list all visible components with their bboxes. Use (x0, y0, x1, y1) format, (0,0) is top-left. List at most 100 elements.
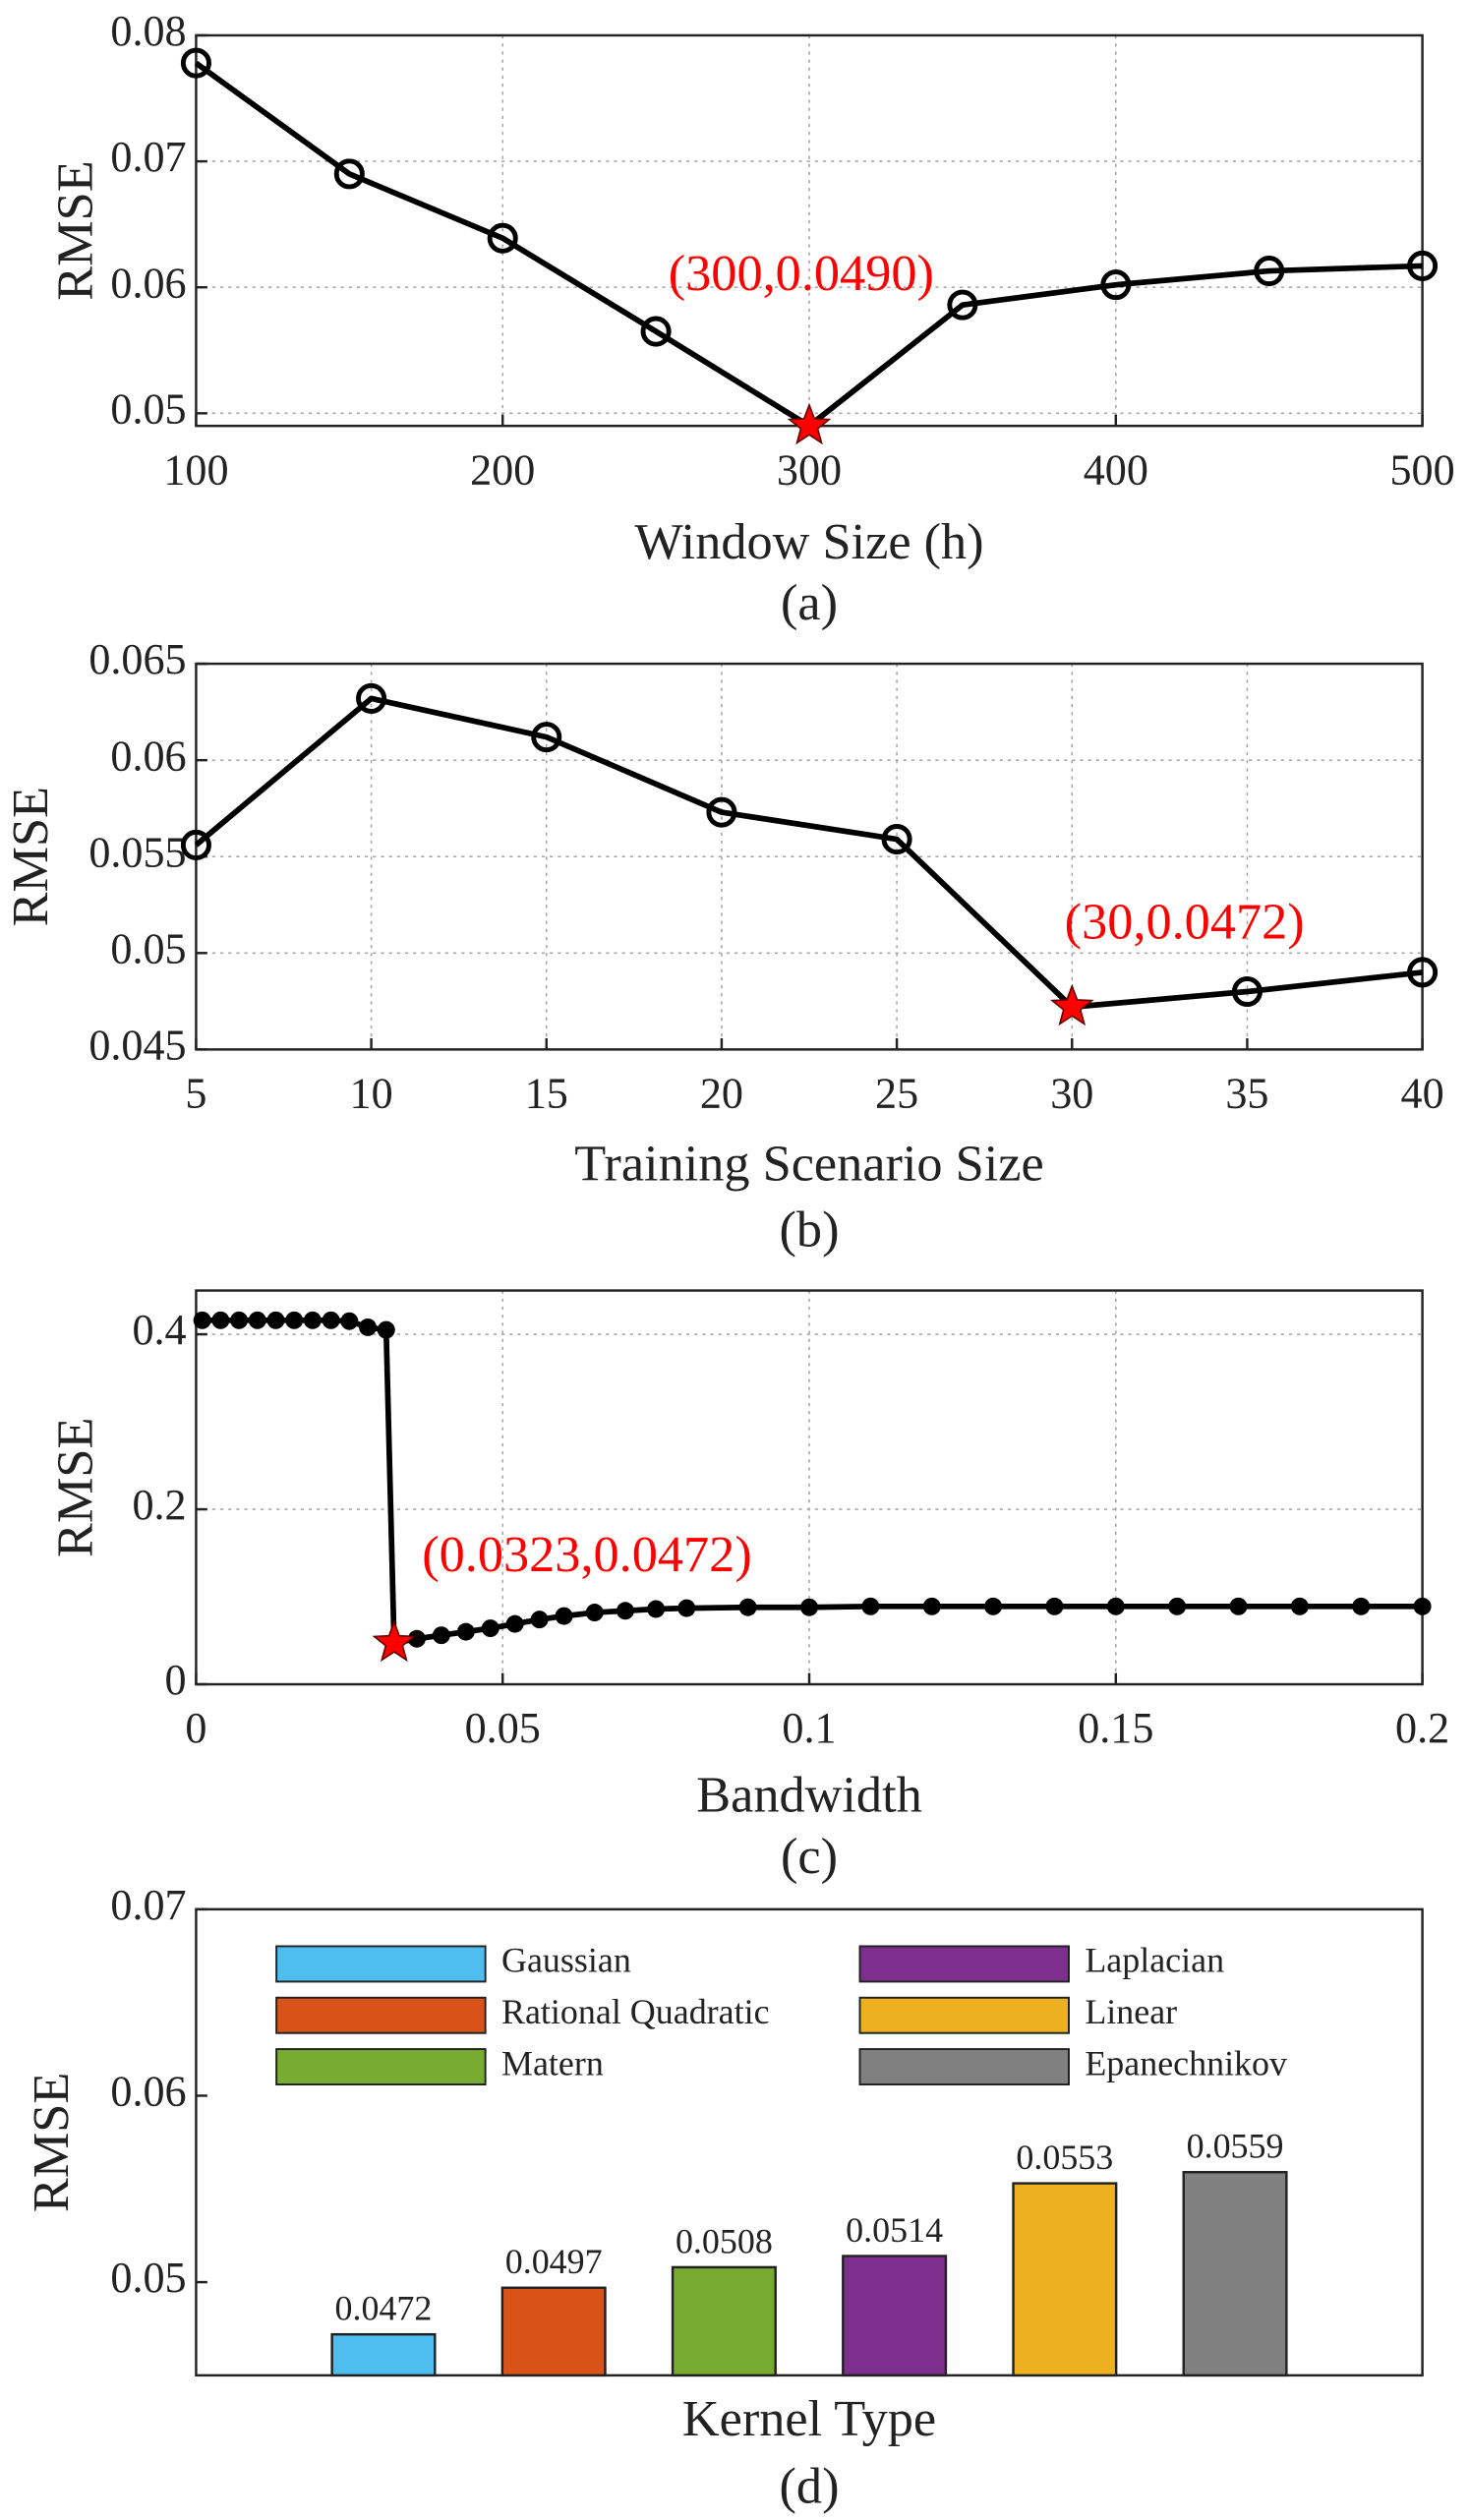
y-tick-label: 0.05 (110, 924, 186, 972)
y-tick-label: 0.05 (110, 2254, 186, 2302)
data-point (800, 1598, 818, 1616)
data-point (456, 1622, 475, 1641)
legend-label: Epanechnikov (1085, 2043, 1287, 2082)
data-point (1100, 269, 1132, 301)
data-point (193, 1311, 211, 1329)
y-tick-label: 0.045 (88, 1021, 186, 1069)
data-line (202, 1317, 1423, 1646)
optimum-marker (787, 402, 832, 445)
data-point (481, 1619, 499, 1638)
data-point (531, 722, 562, 753)
legend-swatch (858, 2048, 1070, 2086)
legend-swatch (275, 1945, 487, 1983)
x-axis-label: Training Scenario Size (574, 1135, 1043, 1192)
data-point (585, 1604, 604, 1622)
data-point (677, 1599, 696, 1617)
optimum-annotation: (30,0.0472) (1065, 893, 1305, 950)
data-point (505, 1614, 524, 1633)
data-point (285, 1311, 304, 1329)
panel-caption: (a) (781, 574, 838, 631)
bar-value-label: 0.0472 (335, 2289, 433, 2328)
x-tick-label: 40 (1401, 1070, 1444, 1118)
data-point (1231, 975, 1263, 1008)
optimum-annotation: (300,0.0490) (669, 245, 934, 302)
data-point (303, 1311, 322, 1329)
data-point (1229, 1597, 1248, 1615)
data-point (180, 47, 211, 79)
data-point (738, 1598, 757, 1616)
data-line (194, 695, 1423, 1011)
legend-label: Rational Quadratic (501, 1992, 770, 2031)
bar (1012, 2182, 1118, 2377)
plot-frame (195, 1907, 1424, 2377)
legend-swatch (858, 1996, 1070, 2034)
data-point (487, 222, 518, 254)
optimum-annotation: (0.0323,0.0472) (422, 1526, 752, 1583)
x-tick-label: 0.2 (1395, 1704, 1449, 1752)
y-tick-label: 0 (165, 1656, 187, 1704)
chart-panel: 0.05 0.06 0.07 0.08 RMSE Window Size (h)(a) 10… (47, 7, 1455, 631)
bar-value-label: 0.0508 (676, 2221, 773, 2260)
x-tick-label: 100 (163, 445, 228, 494)
x-axis-label: Window Size (h) (634, 513, 983, 570)
y-tick-label: 0.065 (88, 635, 186, 683)
data-point (322, 1311, 340, 1329)
x-tick-label: 20 (700, 1070, 743, 1118)
x-tick-label: 25 (875, 1070, 918, 1118)
y-tick-label: 0.055 (88, 828, 186, 876)
y-tick-label: 0.07 (110, 1881, 186, 1929)
y-tick-label: 0.06 (110, 2068, 186, 2116)
y-tick-label: 0.06 (110, 732, 186, 780)
data-point (984, 1597, 1003, 1615)
data-point (1106, 1597, 1125, 1615)
data-point (340, 1312, 359, 1330)
data-point (1254, 256, 1285, 287)
data-point (1168, 1597, 1187, 1615)
x-tick-label: 10 (350, 1070, 393, 1118)
data-point (432, 1626, 450, 1645)
y-tick-label: 0.08 (110, 7, 186, 55)
data-point (861, 1597, 880, 1615)
bar-value-label: 0.0553 (1016, 2138, 1113, 2177)
plot-frame (195, 1289, 1424, 1686)
data-point (706, 796, 737, 828)
data-point (1407, 957, 1439, 988)
data-point (230, 1311, 249, 1329)
data-point (640, 316, 672, 347)
y-tick-label: 0.4 (132, 1306, 186, 1354)
y-axis-label: RMSE (2, 787, 59, 926)
y-axis-label: RMSE (47, 1418, 104, 1557)
data-point (1413, 1597, 1432, 1615)
x-tick-label: 0.05 (465, 1704, 541, 1752)
legend-label: Gaussian (501, 1941, 631, 1980)
optimum-marker (372, 1619, 417, 1663)
x-tick-label: 400 (1084, 445, 1148, 494)
panel-caption: (d) (780, 2458, 840, 2515)
chart-panel: 0.045 0.05 0.055 0.06 0.065 RMSE Training Scen… (2, 635, 1444, 1258)
data-point (1045, 1597, 1064, 1615)
x-tick-label: 200 (470, 445, 535, 494)
y-tick-label: 0.05 (110, 384, 186, 433)
x-tick-label: 30 (1050, 1070, 1093, 1118)
data-point (922, 1597, 941, 1615)
data-point (356, 682, 387, 714)
x-axis-label: Kernel Type (682, 2390, 936, 2447)
data-point (407, 1629, 426, 1648)
data-point (647, 1600, 666, 1618)
panel-caption: (c) (781, 1828, 838, 1885)
x-axis-label: Bandwidth (696, 1767, 922, 1824)
y-tick-label: 0.06 (110, 259, 186, 307)
optimum-marker (1049, 983, 1094, 1026)
data-point (180, 829, 211, 860)
x-tick-label: 0.15 (1078, 1704, 1153, 1752)
legend-label: Linear (1085, 1992, 1177, 2031)
x-tick-label: 35 (1225, 1070, 1268, 1118)
data-point (881, 824, 912, 855)
data-point (248, 1311, 266, 1329)
bar (842, 2255, 948, 2377)
bar (500, 2286, 607, 2377)
y-tick-label: 0.07 (110, 133, 186, 181)
x-tick-label: 15 (525, 1070, 568, 1118)
data-point (1290, 1597, 1309, 1615)
legend-swatch (275, 1996, 487, 2034)
